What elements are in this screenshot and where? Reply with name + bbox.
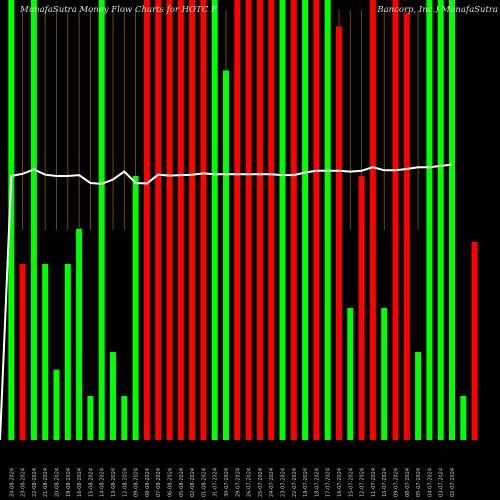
x-tick-label: 31-07-2024 bbox=[213, 468, 219, 497]
bar-4 bbox=[53, 369, 60, 440]
bar-15 bbox=[177, 0, 184, 440]
chart-header-left: MunafaSutra Money Flow Charts for HOTC F bbox=[20, 5, 217, 15]
x-tick-label: 24-08-2024 bbox=[9, 468, 15, 497]
x-tick-label: 08-08-2024 bbox=[145, 468, 151, 497]
bar-19 bbox=[223, 70, 229, 441]
x-tick-label: 30-07-2024 bbox=[224, 468, 230, 497]
x-tick-label: 01-08-2024 bbox=[201, 468, 207, 497]
bar-12 bbox=[143, 0, 150, 440]
bar-0 bbox=[8, 0, 15, 440]
bar-7 bbox=[87, 396, 94, 440]
bar-33 bbox=[381, 308, 388, 440]
bar-6 bbox=[76, 228, 83, 440]
bar-5 bbox=[64, 264, 71, 440]
x-tick-label: 12-07-2024 bbox=[360, 468, 366, 497]
bar-13 bbox=[155, 0, 162, 440]
bar-10 bbox=[121, 396, 128, 440]
x-tick-label: 19-08-2024 bbox=[66, 468, 72, 497]
x-tick-label: 16-08-2024 bbox=[77, 468, 83, 497]
bar-layer bbox=[8, 0, 478, 441]
bar-8 bbox=[98, 0, 105, 440]
bar-18 bbox=[211, 0, 218, 440]
bar-29 bbox=[336, 26, 342, 441]
x-tick-label: 18-07-2024 bbox=[314, 468, 320, 497]
bar-32 bbox=[369, 0, 376, 440]
bar-25 bbox=[290, 0, 297, 440]
bar-16 bbox=[189, 0, 196, 440]
x-tick-label: 15-07-2024 bbox=[348, 468, 354, 497]
bar-1 bbox=[19, 264, 26, 440]
x-tick-label: 26-07-2024 bbox=[247, 468, 253, 497]
money-flow-line bbox=[0, 163, 453, 441]
bar-37 bbox=[426, 0, 433, 440]
x-tick-label: 09-07-2024 bbox=[394, 468, 400, 497]
x-tick-label: 22-07-2024 bbox=[292, 468, 298, 497]
bar-27 bbox=[313, 0, 320, 440]
bar-30 bbox=[347, 308, 354, 440]
x-tick-label: 23-08-2024 bbox=[21, 468, 27, 497]
bar-38 bbox=[437, 0, 444, 440]
x-tick-label: 24-07-2024 bbox=[269, 468, 275, 497]
bar-14 bbox=[166, 0, 173, 440]
x-tick-label: 10-07-2024 bbox=[382, 468, 388, 497]
x-tick-label: 02-07-2024 bbox=[450, 468, 456, 497]
bar-26 bbox=[302, 0, 309, 440]
x-tick-label: 14-08-2024 bbox=[100, 468, 106, 497]
line-layer bbox=[0, 163, 453, 441]
x-tick-label: 16-07-2024 bbox=[337, 468, 343, 497]
bar-34 bbox=[392, 0, 399, 440]
x-tick-label: 19-07-2024 bbox=[303, 468, 309, 497]
x-tick-label: 17-07-2024 bbox=[326, 468, 332, 497]
x-tick-label: 03-07-2024 bbox=[439, 468, 445, 497]
trailing-bar-1 bbox=[471, 242, 478, 440]
trailing-bar-0 bbox=[460, 396, 467, 440]
x-tick-label: 23-07-2024 bbox=[281, 468, 287, 497]
x-tick-label: 05-08-2024 bbox=[179, 468, 185, 497]
x-tick-label: 25-07-2024 bbox=[258, 468, 264, 497]
x-tick-label: 05-07-2024 bbox=[416, 468, 422, 497]
x-tick-label: 15-08-2024 bbox=[88, 468, 94, 497]
bar-2 bbox=[30, 0, 37, 440]
x-tick-label: 07-08-2024 bbox=[156, 468, 162, 497]
bar-11 bbox=[132, 176, 139, 440]
x-tick-label: 04-07-2024 bbox=[427, 468, 433, 497]
bar-17 bbox=[200, 0, 207, 440]
bar-21 bbox=[245, 0, 252, 440]
x-tick-label: 12-08-2024 bbox=[122, 468, 128, 497]
bar-28 bbox=[324, 0, 331, 440]
label-layer: 24-08-2024 23-08-2024 22-08-2024 21-08-2024… bbox=[9, 468, 456, 497]
x-tick-label: 02-08-2024 bbox=[190, 468, 196, 497]
bar-3 bbox=[42, 264, 49, 440]
bar-22 bbox=[256, 0, 263, 440]
bar-36 bbox=[415, 352, 422, 440]
x-tick-label: 09-08-2024 bbox=[134, 468, 140, 497]
bar-35 bbox=[403, 13, 410, 440]
x-tick-label: 29-07-2024 bbox=[235, 468, 241, 497]
bar-24 bbox=[279, 0, 286, 440]
bar-31 bbox=[358, 176, 365, 440]
chart-header-right: Bancorp, Inc.) MunafaSutra bbox=[377, 5, 498, 15]
x-tick-label: 21-08-2024 bbox=[43, 468, 49, 497]
x-tick-label: 22-08-2024 bbox=[32, 468, 38, 497]
bar-23 bbox=[268, 0, 275, 440]
bar-39 bbox=[449, 0, 455, 440]
bar-20 bbox=[234, 0, 241, 440]
x-tick-label: 11-07-2024 bbox=[371, 468, 377, 497]
bar-9 bbox=[110, 352, 116, 440]
x-tick-label: 13-08-2024 bbox=[111, 468, 117, 497]
x-tick-label: 08-07-2024 bbox=[405, 468, 411, 497]
x-tick-label: 06-08-2024 bbox=[168, 468, 174, 497]
x-tick-label: 20-08-2024 bbox=[55, 468, 61, 497]
